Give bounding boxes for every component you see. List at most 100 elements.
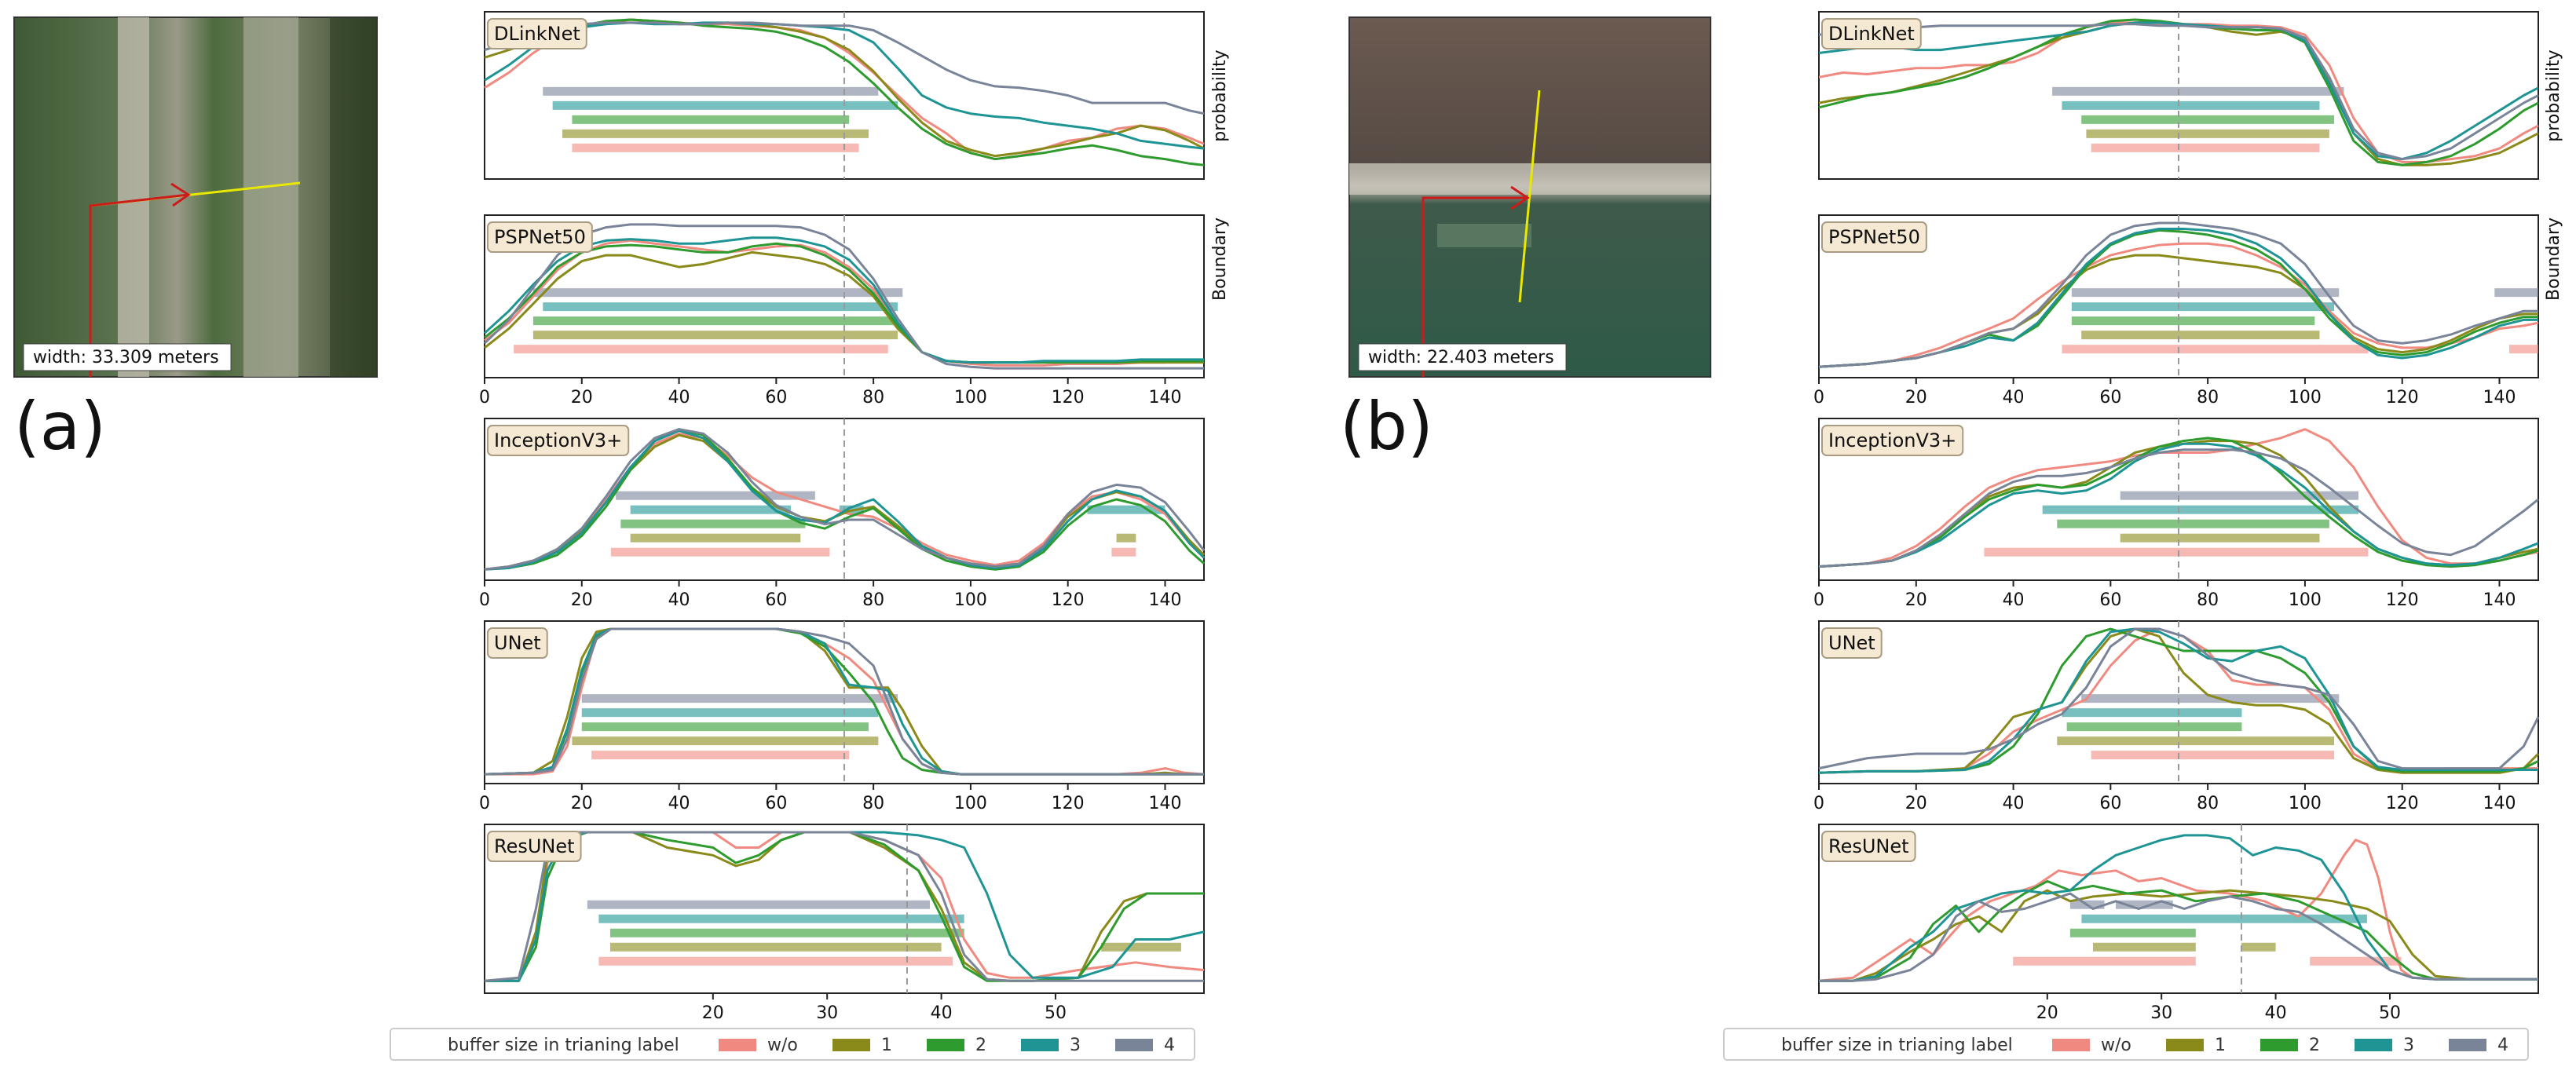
- x-tick-label: 60: [2099, 590, 2121, 610]
- x-tick-label: 140: [2483, 794, 2516, 813]
- model-label-box: [1821, 425, 1964, 456]
- legend-label: 4: [1164, 1036, 1175, 1055]
- x-tick-label: 50: [1045, 1003, 1067, 1023]
- model-label: ResUNet: [494, 835, 575, 857]
- buffer-bar-4: [2494, 288, 2538, 298]
- x-tick-label: 120: [2386, 590, 2419, 610]
- buffer-bar-wo: [610, 547, 830, 557]
- chart-panel-b-DLinkNet: DLinkNet: [1818, 11, 2539, 180]
- series-line-3: [1818, 627, 2538, 774]
- series-line-4: [1818, 23, 2539, 161]
- buffer-bar-4: [587, 900, 931, 909]
- buffer-bar-3: [1087, 505, 1165, 514]
- x-tick-label: 30: [816, 1003, 838, 1023]
- buffer-bar-3: [630, 505, 791, 514]
- chart-panel-b-InceptionV3+: 0 20 40 60 80 100 120 140 InceptionV3+: [1813, 418, 2539, 610]
- buffer-bar-1: [2120, 533, 2320, 543]
- model-label-box: [1821, 221, 1927, 253]
- buffer-bar-wo: [572, 143, 859, 152]
- buffer-bar-2: [2069, 928, 2196, 937]
- series-line-4: [484, 627, 1204, 776]
- x-tick-label: 40: [668, 590, 690, 610]
- x-tick-label: 100: [954, 388, 987, 407]
- buffer-bar-1: [2086, 129, 2329, 138]
- buffer-bar-2: [2057, 519, 2329, 528]
- series-line-3: [483, 236, 1204, 364]
- series-line-3: [484, 21, 1205, 150]
- x-tick-label: 40: [2003, 794, 2025, 813]
- buffer-bar-3: [552, 100, 898, 110]
- legend-b: buffer size in trianing label w/o 1 2 3 4: [1723, 1028, 2529, 1061]
- buffer-bar-wo: [1111, 547, 1136, 557]
- legend-swatch: [2449, 1039, 2486, 1051]
- probability-label-b: probability: [2544, 49, 2563, 141]
- buffer-bar-3: [2071, 302, 2335, 312]
- buffer-bar-wo: [2508, 345, 2538, 354]
- x-tick-label: 80: [862, 590, 884, 610]
- model-label: PSPNet50: [494, 226, 586, 248]
- series-line-4: [484, 428, 1206, 571]
- x-tick-label: 140: [2483, 590, 2516, 610]
- series-line-4: [1819, 892, 2538, 982]
- model-label-box: [487, 221, 593, 253]
- x-tick-label: 80: [2197, 590, 2219, 610]
- plot-frame: [1818, 824, 2539, 994]
- orientation-arrow: [1422, 196, 1528, 377]
- x-tick-label: 140: [1148, 590, 1181, 610]
- legend-label: 1: [881, 1036, 892, 1055]
- buffer-bar-4: [2120, 491, 2358, 500]
- buffer-bar-4: [2116, 900, 2173, 909]
- series-line-2: [484, 428, 1206, 571]
- chart-panel-a-UNet: 0 20 40 60 80 100 120 140 UNet: [479, 620, 1205, 813]
- x-tick-label: 0: [479, 794, 490, 813]
- series-line-3: [484, 429, 1206, 571]
- x-tick-label: 40: [2003, 388, 2025, 407]
- x-tick-label: 40: [668, 388, 690, 407]
- buffer-bar-4: [616, 491, 815, 500]
- legend-label: 3: [1070, 1036, 1081, 1055]
- x-tick-label: 100: [954, 794, 987, 813]
- x-tick-label: 140: [1148, 388, 1181, 407]
- buffer-bar-wo: [2091, 751, 2335, 760]
- x-tick-label: 20: [571, 794, 593, 813]
- buffer-bar-4: [2071, 288, 2340, 298]
- x-tick-label: 120: [1052, 388, 1085, 407]
- legend-label: 3: [2403, 1036, 2414, 1055]
- legend-swatch: [719, 1039, 756, 1051]
- x-tick-label: 140: [2483, 388, 2516, 407]
- series-line-1: [1818, 627, 2540, 774]
- x-tick-label: 20: [1905, 590, 1927, 610]
- x-tick-label: 140: [1148, 794, 1181, 813]
- buffer-bar-2: [2071, 316, 2315, 326]
- chart-panel-b-UNet: 0 20 40 60 80 100 120 140 UNet: [1813, 620, 2540, 813]
- series-line-2: [484, 18, 1205, 166]
- charts-layer: DLinkNet 0 20 40 60 80 100 120 140 PSPNet50 0 20 40 6…: [479, 11, 2540, 1023]
- x-tick-label: 120: [1052, 590, 1085, 610]
- buffer-bar-2: [620, 519, 806, 528]
- series-line-wo: [1818, 428, 2539, 568]
- x-tick-label: 80: [862, 388, 884, 407]
- legend-label: w/o: [2101, 1036, 2131, 1055]
- orientation-arrow: [89, 193, 189, 377]
- model-label: InceptionV3+: [1828, 429, 1956, 451]
- buffer-bar-2: [609, 928, 964, 937]
- x-tick-label: 100: [2289, 388, 2322, 407]
- buffer-bar-wo: [591, 751, 850, 760]
- model-label: DLinkNet: [494, 23, 580, 45]
- buffer-bar-3: [543, 302, 898, 312]
- buffer-bar-3: [581, 708, 879, 718]
- x-tick-label: 20: [1905, 794, 1927, 813]
- legend-label: 1: [2215, 1036, 2226, 1055]
- model-label: InceptionV3+: [494, 429, 622, 451]
- x-tick-label: 60: [765, 388, 787, 407]
- model-label-box: [1821, 627, 1883, 659]
- series-line-4: [1818, 448, 2539, 568]
- legend-a: buffer size in trianing label w/o 1 2 3 4: [390, 1028, 1195, 1061]
- series-line-wo: [484, 239, 1204, 367]
- chart-panel-b-PSPNet50: 0 20 40 60 80 100 120 140 PSPNet50: [1813, 214, 2539, 407]
- buffer-bar-wo: [2013, 956, 2196, 966]
- series-line-4: [1818, 221, 2538, 368]
- buffer-bar-1: [562, 129, 869, 138]
- x-tick-label: 0: [1813, 794, 1824, 813]
